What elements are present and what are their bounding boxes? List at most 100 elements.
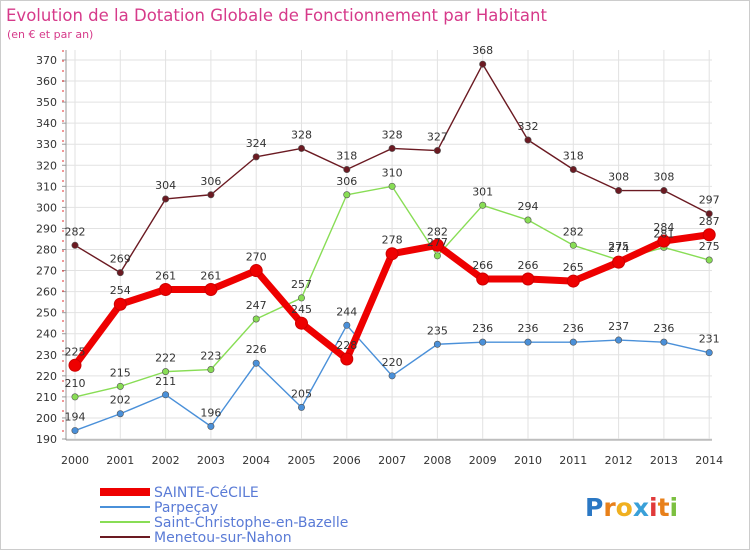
data-label: 210	[65, 377, 86, 390]
series-point	[340, 352, 354, 366]
x-tick-label: 2009	[469, 454, 497, 467]
series-point	[297, 403, 305, 411]
series-point	[68, 358, 82, 372]
series-point	[569, 165, 577, 173]
series-point	[207, 191, 215, 199]
series-point	[660, 187, 668, 195]
data-label: 269	[110, 253, 131, 266]
data-label: 261	[200, 270, 221, 283]
y-tick-label: 320	[36, 159, 57, 172]
series-point	[388, 372, 396, 380]
y-tick-label: 360	[36, 75, 57, 88]
data-label: 332	[518, 120, 539, 133]
series-point	[204, 283, 218, 297]
x-tick-label: 2014	[695, 454, 723, 467]
x-tick-label: 2013	[650, 454, 678, 467]
series-point	[433, 340, 441, 348]
y-tick-label: 290	[36, 222, 57, 235]
series-point	[159, 283, 173, 297]
series-point	[430, 238, 444, 252]
series-point	[521, 272, 535, 286]
data-label: 236	[563, 322, 584, 335]
series-point	[116, 269, 124, 277]
data-label: 228	[336, 339, 357, 352]
series-point	[252, 153, 260, 161]
y-tick-label: 190	[36, 433, 57, 446]
data-label: 235	[427, 324, 448, 337]
data-label: 277	[427, 236, 448, 249]
data-label: 328	[382, 128, 403, 141]
series-point	[657, 234, 671, 248]
data-label: 222	[155, 352, 176, 365]
data-label: 270	[246, 251, 267, 264]
data-label: 301	[472, 185, 493, 198]
series-point	[479, 60, 487, 68]
data-label: 275	[608, 240, 629, 253]
data-label: 226	[246, 343, 267, 356]
x-tick-label: 2011	[559, 454, 587, 467]
y-tick-label: 280	[36, 244, 57, 257]
y-tick-label: 260	[36, 286, 57, 299]
series-point	[705, 256, 713, 264]
x-tick-label: 2006	[333, 454, 361, 467]
data-label: 205	[291, 387, 312, 400]
data-label: 294	[518, 200, 539, 213]
y-tick-label: 220	[36, 370, 57, 383]
series-point	[660, 338, 668, 346]
series-point	[569, 241, 577, 249]
data-label: 225	[65, 345, 86, 358]
x-tick-label: 2010	[514, 454, 542, 467]
data-label: 244	[336, 305, 357, 318]
series-point	[116, 410, 124, 418]
data-label: 287	[699, 215, 720, 228]
data-label: 202	[110, 394, 131, 407]
data-label: 368	[472, 44, 493, 57]
data-label: 284	[653, 221, 674, 234]
y-tick-label: 310	[36, 180, 57, 193]
x-tick-label: 2003	[197, 454, 225, 467]
data-label: 266	[472, 259, 493, 272]
data-label: 297	[699, 194, 720, 207]
series-point	[162, 391, 170, 399]
data-label: 318	[336, 149, 357, 162]
series-point	[615, 336, 623, 344]
series-point	[388, 182, 396, 190]
data-label: 261	[155, 270, 176, 283]
data-label: 318	[563, 149, 584, 162]
series-point	[702, 228, 716, 242]
data-label: 281	[653, 227, 674, 240]
series-point	[343, 191, 351, 199]
series-point	[385, 247, 399, 261]
data-label: 220	[382, 356, 403, 369]
series-point	[113, 297, 127, 311]
data-label: 282	[65, 225, 86, 238]
data-label: 196	[200, 406, 221, 419]
legend-label: SAINTE-CéCILE	[154, 485, 259, 501]
data-label: 194	[65, 411, 86, 424]
data-label: 310	[382, 166, 403, 179]
data-label: 308	[653, 171, 674, 184]
data-label: 265	[563, 261, 584, 274]
data-label: 215	[110, 366, 131, 379]
series-point	[433, 252, 441, 260]
x-tick-label: 2012	[605, 454, 633, 467]
axes: 190 200 210 220 230 240 250 260 270 280 290 300 310 3…	[36, 50, 723, 467]
data-label: 236	[653, 322, 674, 335]
series-point	[71, 241, 79, 249]
series-point	[388, 144, 396, 152]
series-point	[252, 359, 260, 367]
legend-label: Menetou-sur-Nahon	[154, 530, 292, 546]
data-labels-layer: 282 269 304 306 324 328 318 328 327 368 332 318 308 3…	[65, 44, 720, 423]
series-point	[524, 338, 532, 346]
data-label: 328	[291, 128, 312, 141]
series-point	[295, 316, 308, 330]
series-point	[207, 422, 215, 430]
x-tick-label: 2000	[61, 454, 89, 467]
y-tick-label: 200	[36, 412, 57, 425]
legend: SAINTE-CéCILEParpeçaySaint-Christophe-en…	[100, 485, 348, 546]
series-point	[297, 144, 305, 152]
proxiti-logo: Proxiti	[585, 493, 678, 522]
series-point	[162, 368, 170, 376]
series-point	[612, 255, 626, 269]
